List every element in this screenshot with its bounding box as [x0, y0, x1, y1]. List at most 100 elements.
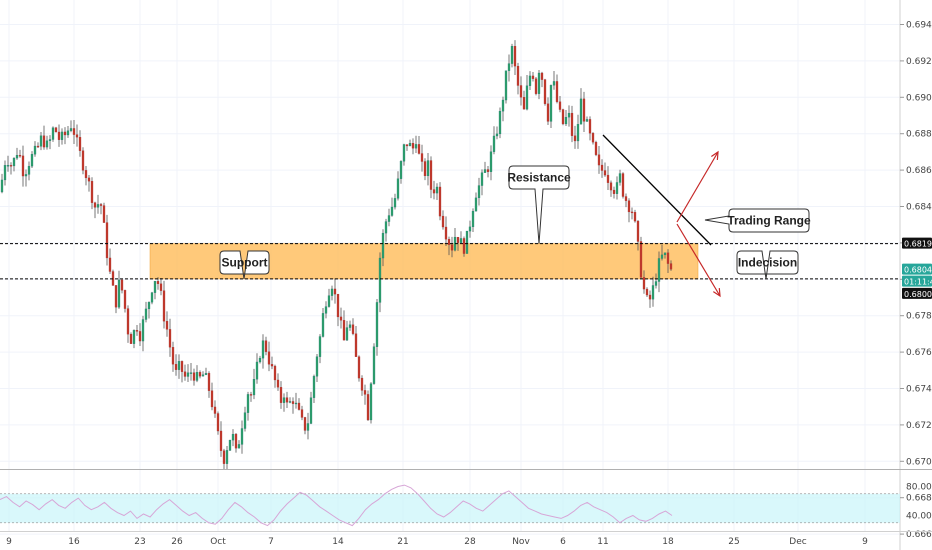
candle-body [621, 173, 625, 197]
candle-body [180, 361, 184, 372]
time-axis: 9 16 23 26 Oct 7 14 21 28 Nov 6 11 18 25 Dec 9 [6, 537, 868, 547]
svg-text:01:11:48: 01:11:48 [904, 278, 932, 287]
candle-body [108, 257, 112, 272]
candle-body [36, 145, 40, 148]
candle-body [342, 320, 346, 341]
x-tick-label: 21 [397, 537, 408, 547]
candle-body [642, 277, 646, 290]
candle-body [537, 72, 541, 94]
candle-body [30, 154, 34, 167]
candle-body [12, 157, 16, 167]
candle-body [321, 313, 325, 337]
candle-body [378, 257, 382, 303]
candle-body [384, 221, 388, 234]
candle-body [90, 181, 94, 203]
candle-body [513, 46, 517, 67]
candle-body [600, 164, 604, 171]
candle-body [165, 321, 169, 330]
candle-body [177, 361, 181, 370]
candle-body [396, 178, 400, 199]
candle-body [534, 78, 538, 94]
candle-body [627, 200, 631, 213]
y-tick-label: 0.68400 [906, 203, 932, 213]
candle-body [237, 444, 241, 449]
candle-body [369, 383, 373, 421]
candle-body [666, 252, 670, 264]
candle-body [366, 394, 370, 421]
candle-body [531, 75, 535, 79]
candle-body [654, 281, 658, 286]
x-tick-label: 25 [728, 537, 739, 547]
candle-body [624, 196, 628, 201]
candle-body [306, 423, 310, 431]
candle-body [639, 241, 643, 278]
candle-body [66, 130, 70, 136]
candle-body [486, 169, 490, 172]
resistance-label: Resistance [507, 171, 571, 185]
candle-body [663, 252, 667, 256]
candle-body [525, 85, 529, 110]
y-tick-label: 0.69200 [906, 57, 932, 67]
candle-body [480, 172, 484, 186]
candle-body [597, 154, 601, 166]
candle-body [564, 116, 568, 125]
candle-body [576, 124, 580, 142]
candle-body [51, 127, 55, 140]
candle-body [309, 397, 313, 424]
candle-body [552, 81, 556, 86]
candle-body [282, 397, 286, 403]
x-tick-label: 11 [597, 537, 608, 547]
candle-body [555, 81, 559, 102]
candle-body [333, 288, 337, 295]
candle-body [507, 63, 511, 71]
candle-body [210, 390, 214, 408]
candle-body [327, 295, 331, 307]
y-tick-label: 0.69400 [906, 21, 932, 31]
candle-body [390, 206, 394, 216]
candle-body [231, 433, 235, 441]
candle-body [120, 279, 124, 291]
breakout-arrows [676, 150, 721, 298]
candle-body [435, 186, 439, 194]
candle-body [345, 327, 349, 341]
bullish-arrow [676, 151, 719, 223]
candle-body [216, 413, 220, 432]
candle-body [144, 308, 148, 320]
candle-body [447, 239, 451, 245]
candle-body [579, 98, 583, 125]
candle-body [243, 412, 247, 429]
candle-body [105, 222, 109, 259]
candle-body [357, 356, 361, 379]
candle-body [465, 230, 469, 254]
candle-body [159, 283, 163, 291]
candle-body [276, 379, 280, 388]
candle-body [258, 357, 262, 363]
candle-body [3, 165, 7, 181]
candle-body [273, 365, 277, 381]
y-tick-label: 0.67200 [906, 421, 932, 431]
candle-body [252, 379, 256, 396]
x-tick-label: 14 [332, 537, 344, 547]
candle-body [213, 406, 217, 414]
indecision-label: Indecision [738, 256, 797, 270]
x-tick-label: Nov [512, 537, 530, 547]
downtrend-line [602, 134, 712, 246]
candle-body [294, 402, 298, 405]
candle-body [147, 302, 151, 310]
candle-body [516, 65, 520, 86]
candle-body [315, 356, 319, 377]
candle-body [615, 182, 619, 194]
candle-body [33, 145, 37, 155]
candle-body [129, 334, 133, 344]
candle-body [651, 285, 655, 300]
candle-body [60, 131, 64, 140]
candle-body [114, 285, 118, 308]
candle-body [339, 316, 343, 321]
candle-body [522, 97, 526, 110]
candle-body [426, 160, 430, 177]
candle-body [495, 133, 499, 137]
candle-body [636, 220, 640, 242]
candle-body [594, 142, 598, 155]
candle-body [153, 281, 157, 293]
candle-body [270, 364, 274, 367]
